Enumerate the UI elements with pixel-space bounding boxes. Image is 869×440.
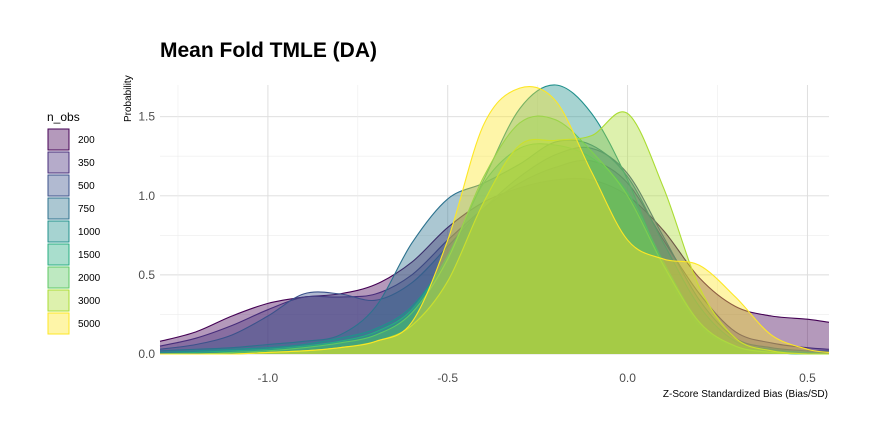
y-tick-label: 0.0 (138, 347, 155, 361)
legend-key-2000 (47, 266, 70, 289)
x-tick-label: 0.0 (619, 371, 636, 385)
density-area-3000 (160, 111, 829, 355)
legend-title: n_obs (47, 110, 80, 124)
density-area-500 (160, 147, 829, 354)
chart-title: Mean Fold TMLE (DA) (160, 39, 377, 62)
density-area-5000 (160, 86, 829, 355)
density-line-2000 (159, 115, 829, 355)
legend-key-3000 (47, 289, 70, 312)
density-area-750 (160, 140, 829, 354)
x-axis-label: Z-Score Standardized Bias (Bias/SD) (663, 389, 828, 400)
legend-key-500 (47, 174, 70, 197)
density-areas (159, 84, 830, 355)
y-tick-label: 0.5 (138, 268, 155, 282)
legend-label: 200 (78, 135, 95, 146)
x-tick-label: -1.0 (258, 371, 279, 385)
density-line-500 (159, 146, 830, 352)
legend-label: 500 (78, 181, 95, 192)
legend-label: 3000 (78, 296, 101, 307)
x-tick-labels: -1.0 -0.5 0.0 0.5 (258, 371, 817, 385)
legend-key-750 (47, 197, 70, 220)
legend-label: 5000 (78, 319, 101, 330)
legend-key-5000 (47, 312, 70, 335)
y-tick-label: 1.5 (138, 110, 155, 124)
density-area-2000 (160, 116, 829, 354)
legend-label: 2000 (78, 273, 101, 284)
x-tick-label: 0.5 (799, 371, 816, 385)
x-tick-label: -0.5 (437, 371, 458, 385)
legend-label: 750 (78, 204, 95, 215)
y-tick-labels: 0.0 0.5 1.0 1.5 (138, 110, 155, 361)
density-line-200 (159, 177, 830, 342)
density-area-200 (160, 178, 829, 354)
y-tick-label: 1.0 (138, 189, 155, 203)
legend-key-1000 (47, 220, 70, 243)
legend-label: 1500 (78, 250, 101, 261)
density-area-350 (160, 160, 829, 354)
legend-key-350 (47, 151, 70, 174)
density-area-1500 (160, 143, 829, 354)
density-area-1000 (160, 84, 829, 355)
legend-label: 350 (78, 158, 95, 169)
density-line-750 (159, 139, 830, 354)
density-line-350 (159, 159, 830, 350)
legend-key-1500 (47, 243, 70, 266)
legend: n_obs 200 350 500 750 1000 1500 2000 3000 5000 (47, 110, 101, 335)
density-line-1000 (159, 84, 830, 355)
legend-label: 1000 (78, 227, 101, 238)
density-line-5000 (159, 85, 830, 355)
y-axis-label: Probability (123, 75, 134, 122)
legend-key-200 (47, 128, 70, 151)
